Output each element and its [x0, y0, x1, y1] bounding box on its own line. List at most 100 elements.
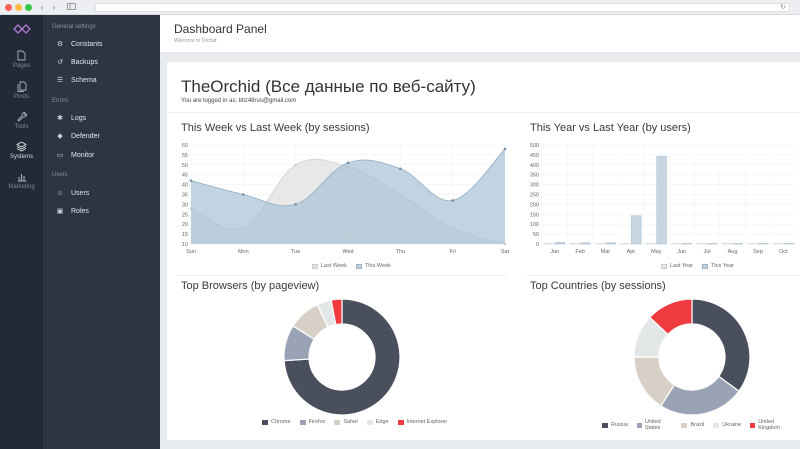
bar-last-year [696, 243, 707, 245]
legend-item[interactable]: Firefox [299, 419, 326, 425]
sidebar-item-monitor[interactable]: ▭ Monitor [55, 149, 155, 163]
y-tick-label: 45 [182, 173, 188, 179]
data-point [399, 167, 402, 171]
x-tick-label: Mon [238, 249, 249, 255]
legend-item[interactable]: Brazil [681, 422, 704, 428]
legend-item[interactable]: Safari [334, 419, 358, 425]
sidebar-toggle-icon[interactable] [66, 3, 76, 12]
y-tick-label: 200 [530, 202, 539, 208]
orchid-logo-icon[interactable] [12, 22, 32, 36]
rail-item-posts[interactable]: Posts [0, 81, 43, 100]
logged-in-text: You are logged in as: bliz48rus@gmail.co… [181, 98, 297, 104]
page-header: Dashboard Panel Welcome to Orchid [160, 15, 800, 53]
bar-chart-icon [17, 174, 26, 182]
legend-item[interactable]: Chrome [262, 419, 291, 425]
rail-item-tools[interactable]: Tools [0, 111, 43, 130]
sidebar-item-label: Users [71, 190, 90, 197]
sidebar-item-roles[interactable]: ▣ Roles [55, 205, 155, 219]
legend-swatch [602, 422, 608, 428]
minimize-window-button[interactable] [15, 4, 22, 11]
legend-item[interactable]: Last Year [661, 263, 693, 269]
x-tick-label: May [651, 249, 662, 255]
layers-icon [16, 141, 27, 152]
legend-swatch [312, 263, 318, 269]
legend-label: Last Week [321, 263, 347, 269]
sidebar-item-constants[interactable]: ⚙ Constants [55, 38, 155, 52]
donut-slice [691, 298, 751, 392]
sidebar-item-defender[interactable]: ◆ Defender [55, 130, 155, 144]
legend-swatch [262, 419, 268, 425]
legend-label: Ukraine [722, 422, 742, 428]
sidebar-item-logs[interactable]: ✱ Logs [55, 112, 155, 126]
bar-last-year [569, 243, 580, 245]
rail-label: Systems [9, 154, 33, 160]
legend-item[interactable]: Edge [366, 419, 389, 425]
chart-title-countries: Top Countries (by sessions) [530, 280, 666, 292]
sidebar-item-label: Logs [71, 115, 87, 122]
rail-item-pages[interactable]: Pages [0, 50, 43, 69]
legend-label: Last Year [670, 263, 693, 269]
maximize-window-button[interactable] [25, 4, 32, 11]
data-point [503, 147, 507, 151]
sidebar-section-title: General settings [52, 24, 96, 30]
bar-this-year [656, 156, 667, 245]
sidebar-item-label: Defender [71, 133, 100, 140]
bar-this-year [783, 243, 794, 245]
data-point [294, 203, 297, 206]
legend-item[interactable]: United Kingdom [750, 419, 791, 431]
sidebar-section-title: Errors [52, 98, 69, 104]
sidebar-item-schema[interactable]: ☰ Schema [55, 74, 155, 88]
x-tick-label: Wed [342, 249, 353, 255]
y-tick-label: 0 [536, 242, 539, 248]
legend-label: Safari [343, 419, 358, 425]
legend-item[interactable]: Russia [602, 422, 628, 428]
rail-item-systems[interactable]: Systems [0, 141, 43, 160]
chart-title-weekly: This Week vs Last Week (by sessions) [181, 122, 370, 134]
rail-item-marketing[interactable]: Marketing [0, 171, 43, 190]
x-tick-label: Jul [704, 249, 711, 255]
legend-swatch [661, 263, 667, 269]
legend-item[interactable]: Last Week [312, 263, 347, 269]
forward-icon[interactable]: › [52, 3, 56, 12]
legend-item[interactable]: Ukraine [713, 422, 741, 428]
user-icon: ☺ [56, 190, 64, 197]
legend-label: Firefox [308, 419, 326, 425]
legend-swatch [681, 422, 688, 428]
donut-slice [283, 298, 401, 416]
legend-item[interactable]: Internet Explorer [397, 419, 447, 425]
data-point [189, 179, 193, 182]
close-window-button[interactable] [5, 4, 12, 11]
y-tick-label: 10 [182, 242, 188, 248]
icon-rail: Pages Posts Tools Systems Marketing [0, 15, 43, 449]
sidebar-item-backups[interactable]: ↺ Backups [55, 56, 155, 70]
x-tick-label: Thu [396, 249, 405, 255]
sidebar-item-users[interactable]: ☺ Users [55, 187, 155, 201]
y-tick-label: 400 [530, 163, 539, 169]
x-tick-label: Sun [186, 249, 196, 255]
sidebar-item-label: Constants [71, 41, 103, 48]
data-point [346, 161, 350, 165]
y-tick-label: 60 [182, 143, 188, 149]
browsers-donut-chart [283, 298, 401, 416]
reload-icon[interactable]: ↻ [780, 4, 786, 11]
bar-last-year [620, 243, 631, 245]
x-tick-label: Aug [728, 249, 738, 255]
browsers-legend: Chrome Firefox Safari Edge Internet Explorer [262, 419, 456, 425]
legend-item[interactable]: United States [636, 419, 673, 431]
back-icon[interactable]: ‹ [40, 3, 44, 12]
bug-icon: ✱ [57, 115, 63, 122]
legend-item[interactable]: This Week [355, 263, 391, 269]
x-tick-label: Jan [550, 249, 559, 255]
legend-item[interactable]: This Year [701, 263, 734, 269]
bar-last-year [544, 243, 555, 245]
y-tick-label: 35 [182, 193, 188, 199]
address-bar[interactable] [95, 3, 790, 12]
donut-slice [660, 375, 740, 416]
bar-last-year [772, 243, 783, 245]
shield-icon: ◆ [57, 133, 63, 140]
x-tick-label: Mar [601, 249, 611, 255]
rail-label: Marketing [8, 184, 35, 190]
legend-swatch [299, 419, 306, 425]
chart-title-yearly: This Year vs Last Year (by users) [530, 122, 691, 134]
